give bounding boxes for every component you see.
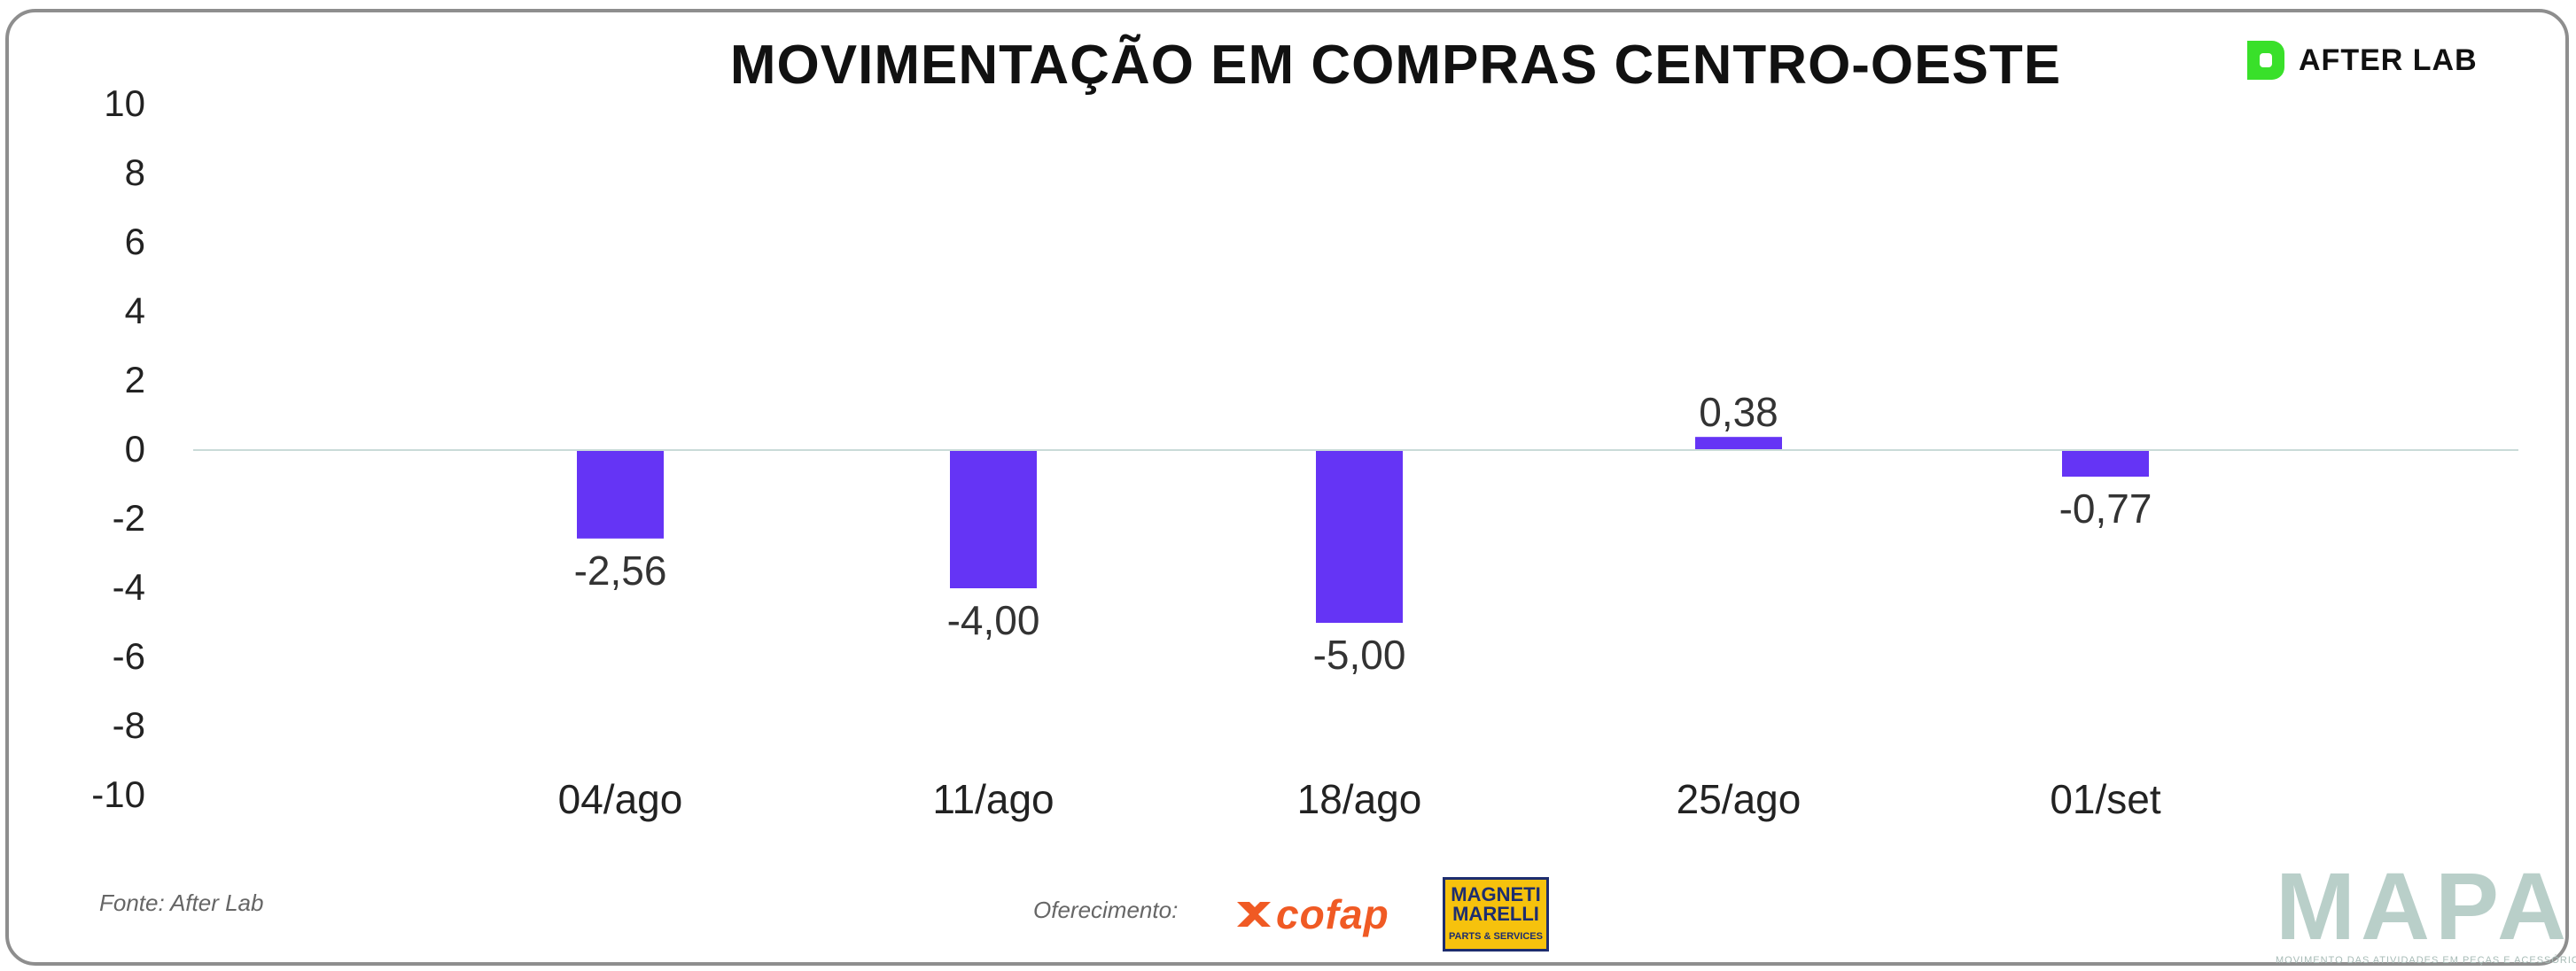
x-tick-label: 04/ago: [558, 776, 683, 822]
cofap-logo-icon: [1237, 902, 1271, 927]
data-labels: -2,56 -4,00 -5,00 0,38 -0,77: [574, 389, 2152, 678]
x-tick-label: 25/ago: [1677, 776, 1802, 822]
afterlab-logo-icon: [2247, 41, 2284, 80]
mapa-logo-text: MAPA: [2276, 852, 2572, 959]
cofap-logo: cofap: [1234, 886, 1389, 943]
x-axis-ticks: 04/ago 11/ago 18/ago 25/ago 01/set: [558, 776, 2161, 822]
x-tick-label: 01/set: [2050, 776, 2161, 822]
x-tick-label: 18/ago: [1297, 776, 1422, 822]
bar: [577, 450, 664, 539]
bar-value-label: -0,77: [2059, 486, 2152, 532]
bar-value-label: 0,38: [1699, 389, 1778, 435]
y-axis-ticks: 10 8 6 4 2 0 -2 -4 -6 -8 -10: [91, 82, 145, 815]
magneti-marelli-logo: MAGNETI MARELLI PARTS & SERVICES: [1443, 877, 1549, 952]
y-tick-label: 10: [104, 82, 145, 124]
mapa-logo: MAPA MOVIMENTO DAS ATIVIDADES EM PEÇAS E…: [2276, 852, 2576, 967]
y-tick-label: -2: [113, 497, 145, 539]
y-tick-label: -4: [113, 566, 145, 608]
afterlab-logo: AFTER LAB: [2240, 34, 2478, 87]
y-tick-label: 8: [125, 151, 145, 193]
bar: [2062, 450, 2149, 478]
bar-value-label: -5,00: [1313, 632, 1406, 678]
y-tick-label: 4: [125, 290, 145, 331]
y-tick-label: 2: [125, 359, 145, 400]
afterlab-logo-mark-cut: [2260, 53, 2272, 67]
y-tick-label: -10: [91, 773, 145, 815]
cofap-logo-mark-shape: [1237, 902, 1271, 927]
cofap-logo-text: cofap: [1276, 891, 1389, 937]
y-tick-label: 6: [125, 221, 145, 262]
y-tick-label: -6: [113, 635, 145, 677]
bar: [950, 450, 1037, 588]
x-tick-label: 11/ago: [932, 776, 1054, 822]
y-tick-label: -8: [113, 704, 145, 746]
bar-value-label: -2,56: [574, 548, 667, 594]
chart-title: MOVIMENTAÇÃO EM COMPRAS CENTRO-OESTE: [729, 35, 2062, 96]
magneti-marelli-logo-subtext: PARTS & SERVICES: [1449, 931, 1543, 942]
bar: [1316, 450, 1403, 623]
source-note: Fonte: After Lab: [99, 889, 264, 916]
mapa-logo-tagline: MOVIMENTO DAS ATIVIDADES EM PEÇAS E ACES…: [2276, 955, 2576, 966]
afterlab-logo-text: AFTER LAB: [2299, 43, 2478, 77]
magneti-marelli-logo-text: MAGNETI MARELLI: [1451, 883, 1541, 925]
bar-value-label: -4,00: [947, 597, 1040, 643]
sponsor-label: Oferecimento:: [1033, 897, 1179, 923]
y-tick-label: 0: [125, 428, 145, 470]
bar: [1695, 437, 1782, 450]
chart-frame: [5, 9, 2569, 966]
bars: [577, 437, 2149, 623]
